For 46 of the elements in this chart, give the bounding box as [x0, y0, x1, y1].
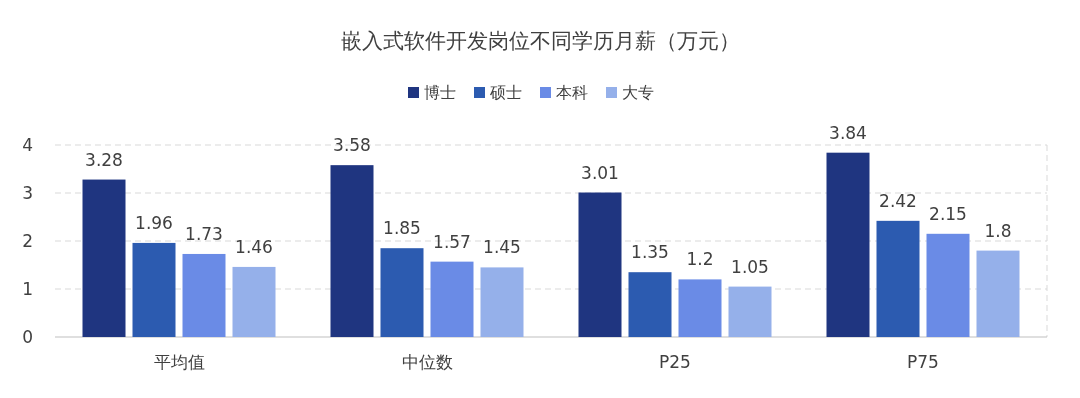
data-label: 3.58 [333, 135, 371, 156]
data-label: 3.28 [85, 149, 123, 170]
bar [430, 261, 474, 337]
legend-label: 本科 [556, 83, 588, 102]
data-label: 1.85 [383, 218, 421, 239]
data-label: 1.8 [984, 220, 1012, 241]
chart-title: 嵌入式软件开发岗位不同学历月薪（万元） [340, 29, 740, 53]
y-tick-label: 0 [22, 327, 33, 347]
legend-label: 硕士 [489, 83, 522, 102]
y-tick-label: 2 [22, 231, 33, 251]
bar [926, 233, 970, 337]
bar [876, 220, 920, 337]
data-label: 3.84 [829, 122, 867, 143]
data-label: 1.2 [686, 249, 714, 270]
data-label: 1.73 [185, 223, 223, 244]
data-label: 3.01 [581, 162, 619, 183]
bar [976, 250, 1020, 337]
bar [480, 267, 524, 337]
data-label: 1.35 [631, 242, 669, 263]
data-label: 1.05 [731, 256, 769, 277]
bar [82, 179, 126, 337]
legend-label: 博士 [424, 83, 456, 102]
bar [330, 165, 374, 337]
bar [678, 279, 722, 337]
y-tick-label: 1 [22, 279, 33, 299]
bar [232, 266, 276, 337]
data-label: 2.15 [929, 203, 967, 224]
bar [826, 152, 870, 337]
bar [578, 192, 622, 337]
data-label: 2.42 [879, 190, 917, 211]
data-label: 1.96 [135, 212, 173, 233]
legend-label: 大专 [622, 83, 654, 102]
bar [628, 272, 672, 337]
data-label: 1.46 [235, 236, 273, 257]
data-label: 1.57 [433, 231, 471, 252]
y-tick-label: 4 [22, 135, 33, 155]
data-label: 1.45 [483, 237, 521, 258]
y-tick-label: 3 [22, 183, 33, 203]
bar [182, 253, 226, 337]
bar [132, 242, 176, 337]
x-tick-label: P75 [907, 352, 939, 372]
bar [728, 286, 772, 337]
x-tick-label: 中位数 [401, 352, 453, 372]
x-tick-label: 平均值 [153, 352, 205, 372]
bar [380, 248, 424, 337]
x-tick-label: P25 [659, 352, 691, 372]
